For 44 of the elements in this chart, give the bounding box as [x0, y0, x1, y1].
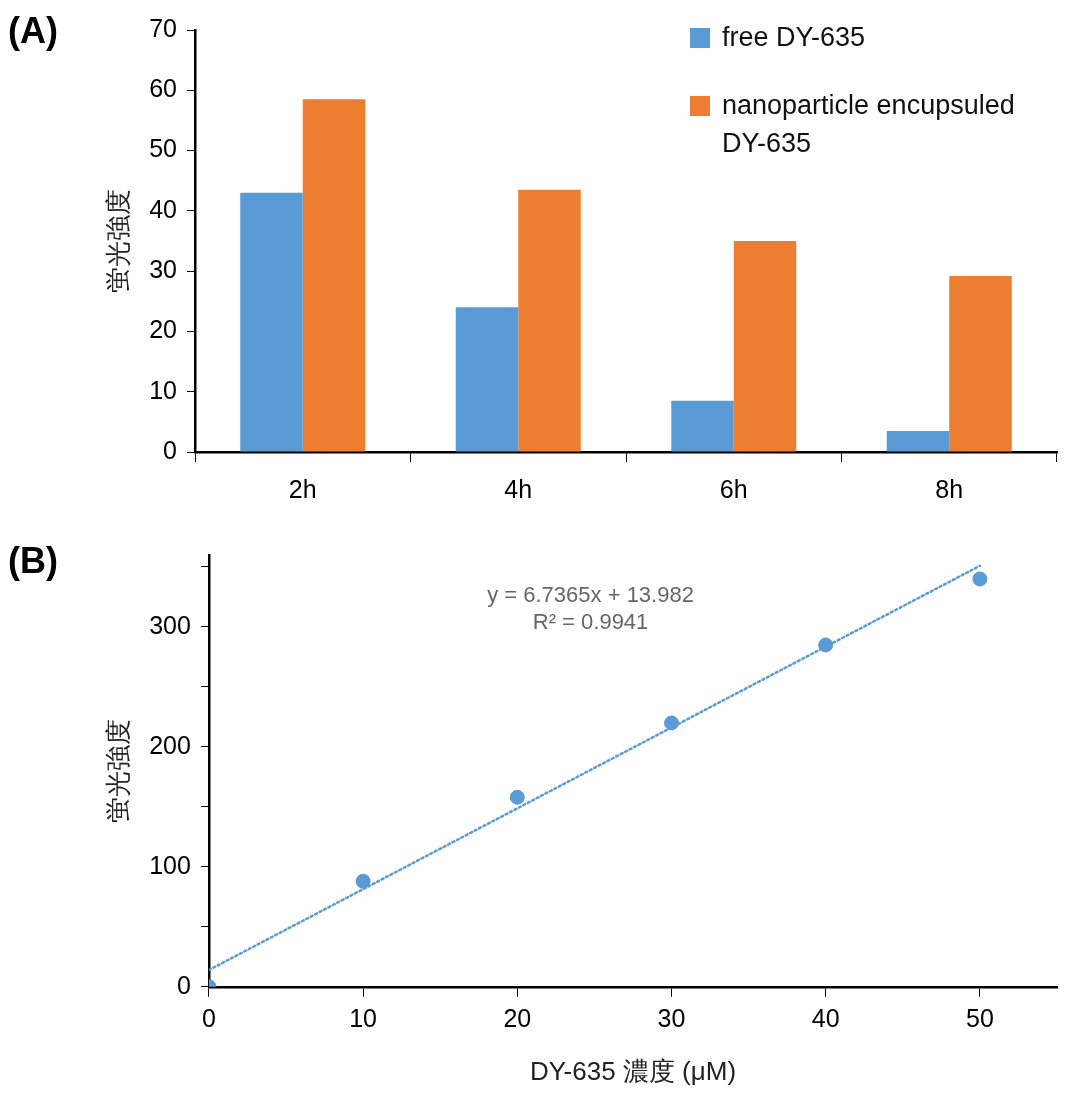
point	[355, 873, 371, 889]
annotation: R² = 0.9941	[532, 609, 649, 635]
y-tick-label: 10	[149, 375, 178, 404]
y-tick-label: 30	[149, 255, 178, 284]
y-tick-label: 50	[149, 134, 178, 163]
annotation: y = 6.7365x + 13.982	[487, 582, 694, 608]
x-tick-label: 20	[503, 1003, 532, 1032]
x-tick-label: 4h	[504, 474, 533, 503]
legend-label: nanoparticle encupsuled DY-635	[722, 89, 1016, 160]
point	[509, 789, 525, 805]
y-tick-label: 40	[149, 194, 178, 223]
x-axis-title: DY-635 濃度 (μM)	[529, 1055, 737, 1086]
x-tick-label: 2h	[288, 474, 317, 503]
y-tick-label: 70	[149, 13, 178, 42]
y-tick-label: 0	[163, 435, 178, 464]
y-tick-label: 100	[149, 850, 191, 879]
bar	[949, 275, 1012, 452]
point	[972, 571, 988, 587]
x-tick-label: 30	[657, 1003, 686, 1032]
y-tick-label: 60	[149, 74, 178, 103]
x-tick-label: 50	[965, 1003, 994, 1032]
x-tick-label: 0	[201, 1003, 216, 1032]
legend-label: free DY-635	[722, 21, 866, 54]
bar	[671, 400, 734, 452]
y-tick-label: 300	[149, 610, 191, 639]
bar	[518, 189, 581, 452]
point	[664, 715, 680, 731]
bar	[302, 99, 366, 452]
y-tick-label: 0	[177, 970, 191, 999]
y-tick-label: 20	[149, 315, 178, 344]
bar	[455, 307, 519, 452]
point	[818, 637, 834, 653]
y-axis-title: 蛍光強度	[102, 189, 133, 293]
chart-title: (A)	[8, 10, 58, 52]
bar	[733, 241, 797, 452]
bar	[240, 192, 303, 452]
chart-title: (B)	[8, 540, 58, 582]
y-tick-label: 200	[149, 730, 191, 759]
x-tick-label: 10	[349, 1003, 378, 1032]
x-tick-label: 8h	[935, 474, 964, 503]
x-tick-label: 6h	[719, 474, 748, 503]
x-tick-label: 40	[811, 1003, 840, 1032]
bar	[886, 430, 950, 452]
y-axis-title: 蛍光強度	[102, 718, 133, 823]
